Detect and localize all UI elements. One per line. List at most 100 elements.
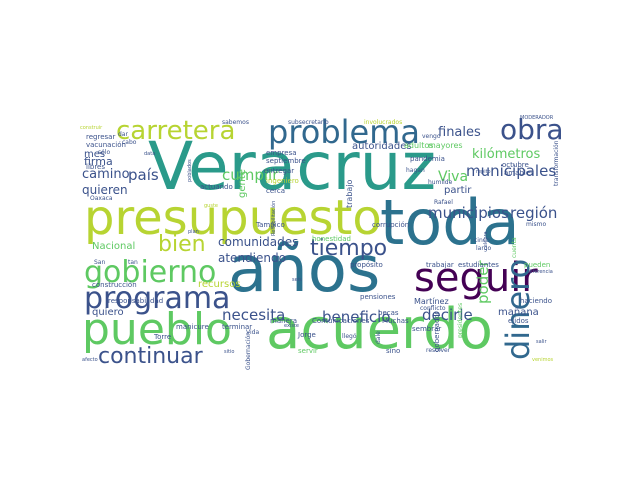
word-bien: bien xyxy=(158,232,206,257)
word-veracruz: Veracruz xyxy=(148,128,437,205)
word-plan: plan xyxy=(188,229,199,235)
word-torre: Torre xyxy=(154,333,172,341)
word-trabajar: trabajar xyxy=(426,261,454,269)
word-existe: existe xyxy=(284,323,299,329)
word-proposito: propósito xyxy=(350,261,383,269)
word-acuerdo: acuerdo xyxy=(266,297,493,362)
word-dar: dar xyxy=(118,131,128,138)
word-servir: servir xyxy=(298,347,318,355)
word-honestidad: honestidad xyxy=(312,235,351,243)
word-jorge: Jorge xyxy=(298,331,316,339)
word-responsabilidad: responsabilidad xyxy=(108,297,164,305)
word-estudiantes: estudiantes xyxy=(458,261,499,269)
word-quieren: quieren xyxy=(82,183,128,197)
word-mismo: mismo xyxy=(526,221,547,228)
word-construccion: construcción xyxy=(92,281,137,289)
word-guste: guste xyxy=(204,203,218,209)
word-adultos: adultos xyxy=(404,141,434,150)
word-presidentes: presidentes xyxy=(457,302,464,338)
word-oaxaca: Oaxaca xyxy=(90,195,113,202)
word-gente: gente xyxy=(237,169,248,198)
word-conflicto: conflicto xyxy=(420,305,446,312)
word-comunidades: comunidades xyxy=(218,235,299,249)
word-pueblo: pueblo xyxy=(82,304,232,355)
word-seis: seis xyxy=(292,277,302,283)
word-poblados: poblados xyxy=(187,159,193,182)
word-septiembre: septiembre xyxy=(266,157,306,165)
word-sabemos: sabemos xyxy=(222,119,249,126)
word-partir: partir xyxy=(444,185,472,196)
word-viva: Viva xyxy=(438,169,469,185)
word-decirle: decirle xyxy=(422,306,473,324)
word-carretera: carretera xyxy=(116,116,236,146)
word-kilometros: kilómetros xyxy=(472,147,541,162)
word-mes: mes xyxy=(84,149,106,160)
word-tiempo: tiempo xyxy=(310,236,388,261)
word-pandemia: pandemia xyxy=(410,155,445,163)
word-vacunacion: vacunación xyxy=(86,141,126,149)
word-seguir: seguir xyxy=(414,255,538,301)
word-transformacion: transformación xyxy=(553,140,560,186)
word-atendiendo: atendiendo xyxy=(218,251,286,265)
word-quiero: quiero xyxy=(92,307,124,318)
word-recursos: recursos xyxy=(198,279,241,290)
word-mayores: mayores xyxy=(428,141,463,150)
word-san: San xyxy=(94,259,106,266)
word-solo: sólo xyxy=(98,149,111,156)
word-amables: amables xyxy=(504,169,534,177)
word-muchas: Muchas xyxy=(382,317,409,325)
word-firma: firma xyxy=(84,155,113,168)
word-celebra: celebra xyxy=(483,231,489,250)
word-salir: salir xyxy=(536,339,547,345)
word-pueden: pueden xyxy=(524,261,551,269)
word-hagan: hagan xyxy=(406,167,425,174)
word-moderador: MODERADOR xyxy=(520,115,554,121)
word-cloud: Veracruz toda presupuesto años acuerdo p… xyxy=(80,112,565,372)
word-venimos: venimos xyxy=(532,357,554,363)
word-vida: Vida xyxy=(246,329,260,336)
word-becas: becas xyxy=(378,309,399,317)
word-necesita: necesita xyxy=(222,306,286,324)
word-martinez: Martínez xyxy=(414,297,449,306)
word-gobernador: gobernador xyxy=(433,311,441,352)
word-libres: libres xyxy=(86,163,106,171)
word-repito: repito xyxy=(476,169,491,175)
word-programa: programa xyxy=(84,281,231,316)
word-continuar: continuar xyxy=(98,344,203,369)
word-tan: tan xyxy=(128,259,138,266)
word-afecto: afecto xyxy=(82,357,98,363)
word-sembrar: sembrar xyxy=(412,325,442,333)
word-cabo: cabo xyxy=(122,139,137,146)
word-haciendo: haciendo xyxy=(520,297,552,305)
word-gobernacion: Gobernación xyxy=(245,331,252,370)
word-cumplir: cumplir xyxy=(222,166,279,184)
word-autoridades: autoridades xyxy=(352,141,412,152)
word-obra: obra xyxy=(500,113,564,146)
word-involucrados: involucrados xyxy=(364,119,403,126)
word-diferencia: diferencia xyxy=(528,269,553,275)
word-cinco: cinco xyxy=(474,237,490,244)
word-cerca: cerca xyxy=(266,187,286,195)
word-entregar: entregar xyxy=(264,167,295,175)
word-humilde: humilde xyxy=(428,179,453,186)
word-sino: sino xyxy=(386,347,401,355)
word-tampico: Tampico xyxy=(256,221,285,229)
word-presupuesto: presupuesto xyxy=(84,190,382,246)
word-manera: manera xyxy=(270,317,298,325)
word-llego: llegó xyxy=(342,333,357,340)
word-actuando: actuando xyxy=(200,183,233,191)
word-nacional: Nacional xyxy=(92,241,136,252)
word-anos: años xyxy=(228,233,381,307)
word-camino: camino xyxy=(82,167,130,182)
word-data: data xyxy=(144,151,156,157)
word-sitio: sitio xyxy=(224,349,235,355)
word-manicure: manicure xyxy=(176,323,209,331)
word-municipales: municipales xyxy=(466,162,557,180)
word-gobierno: gobierno xyxy=(84,255,217,290)
word-vengo: vengo xyxy=(422,133,441,140)
word-corrupcion: corrupción xyxy=(372,221,410,229)
word-problema: problema xyxy=(268,113,421,151)
word-pensiones: pensiones xyxy=(360,293,396,301)
word-comunicaciones: Comunicaciones xyxy=(312,317,370,325)
word-terminar: terminar xyxy=(222,323,253,331)
